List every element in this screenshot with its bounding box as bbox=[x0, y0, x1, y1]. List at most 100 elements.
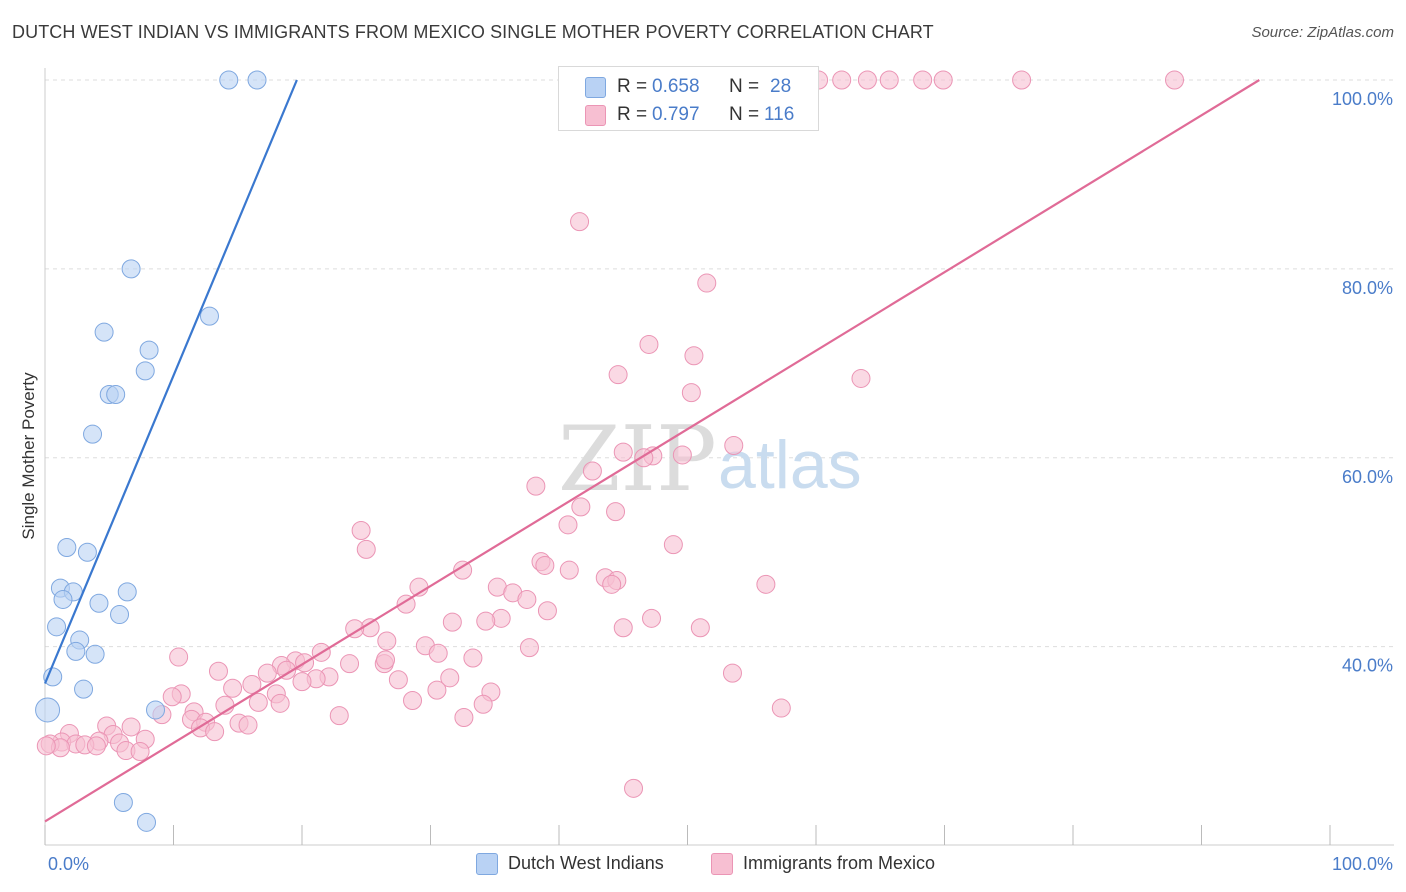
point-immigrants-from-mexico bbox=[205, 722, 225, 742]
trendline-dutch-west-indians bbox=[43, 79, 298, 684]
point-immigrants-from-mexico bbox=[476, 611, 496, 631]
x-tick-label: 0.0% bbox=[48, 854, 89, 874]
point-immigrants-from-mexico bbox=[292, 672, 312, 692]
point-immigrants-from-mexico bbox=[270, 693, 290, 713]
point-immigrants-from-mexico bbox=[570, 212, 590, 232]
point-immigrants-from-mexico bbox=[86, 736, 106, 756]
point-immigrants-from-mexico bbox=[771, 698, 791, 718]
point-dutch-west-indians bbox=[74, 679, 94, 699]
point-dutch-west-indians bbox=[121, 259, 141, 279]
n-label: N = bbox=[729, 76, 760, 97]
point-immigrants-from-mexico bbox=[162, 687, 182, 707]
point-dutch-west-indians bbox=[66, 641, 86, 661]
point-immigrants-from-mexico bbox=[427, 680, 447, 700]
watermark-atlas: atlas bbox=[718, 427, 862, 503]
point-immigrants-from-mexico bbox=[724, 436, 744, 455]
grid-lines bbox=[45, 79, 1394, 648]
point-immigrants-from-mexico bbox=[453, 560, 473, 580]
point-immigrants-from-mexico bbox=[697, 273, 717, 293]
legend-swatch-dutch-west-indians bbox=[476, 853, 498, 875]
point-immigrants-from-mexico bbox=[756, 574, 776, 594]
point-immigrants-from-mexico bbox=[376, 650, 396, 670]
point-immigrants-from-mexico bbox=[517, 589, 537, 609]
x-tick-label: 100.0% bbox=[1332, 854, 1393, 874]
point-dutch-west-indians bbox=[137, 812, 157, 832]
point-immigrants-from-mexico bbox=[248, 692, 268, 712]
r-label: R = bbox=[617, 104, 648, 125]
r-value: 0.797 bbox=[652, 104, 700, 125]
legend-label-immigrants-from-mexico: Immigrants from Mexico bbox=[743, 853, 936, 873]
point-immigrants-from-mexico bbox=[345, 619, 365, 639]
r-value: 0.658 bbox=[652, 76, 700, 97]
point-immigrants-from-mexico bbox=[223, 678, 243, 698]
point-immigrants-from-mexico bbox=[36, 736, 56, 756]
trendlines bbox=[43, 79, 1260, 823]
point-immigrants-from-mexico bbox=[491, 608, 511, 628]
point-immigrants-from-mexico bbox=[663, 535, 683, 555]
point-immigrants-from-mexico bbox=[526, 476, 546, 496]
point-dutch-west-indians bbox=[83, 424, 103, 444]
r-label: R = bbox=[617, 76, 648, 97]
point-immigrants-from-mexico bbox=[208, 661, 228, 681]
n-value: 116 bbox=[764, 104, 795, 125]
point-dutch-west-indians bbox=[219, 70, 239, 90]
point-immigrants-from-mexico bbox=[684, 346, 704, 366]
swatch-dutch-west-indians bbox=[585, 77, 606, 98]
source-label: Source: ZipAtlas.com bbox=[1251, 24, 1394, 41]
point-immigrants-from-mexico bbox=[388, 670, 408, 690]
point-dutch-west-indians bbox=[35, 697, 61, 723]
point-dutch-west-indians bbox=[57, 538, 77, 557]
point-immigrants-from-mexico bbox=[672, 445, 692, 465]
point-immigrants-from-mexico bbox=[832, 70, 852, 90]
point-dutch-west-indians bbox=[89, 593, 109, 613]
point-immigrants-from-mexico bbox=[519, 638, 539, 658]
stats-row-dutch-west-indians: R = 0.658 N = 28 bbox=[559, 73, 818, 101]
point-immigrants-from-mexico bbox=[681, 383, 701, 403]
point-dutch-west-indians bbox=[139, 340, 159, 360]
point-immigrants-from-mexico bbox=[913, 70, 933, 90]
point-dutch-west-indians bbox=[43, 667, 63, 687]
point-immigrants-from-mexico bbox=[428, 643, 448, 663]
n-label: N = bbox=[729, 104, 760, 125]
point-immigrants-from-mexico bbox=[169, 647, 189, 667]
y-tick-label: 60.0% bbox=[1342, 467, 1393, 487]
point-immigrants-from-mexico bbox=[377, 631, 397, 651]
point-dutch-west-indians bbox=[146, 700, 166, 720]
point-immigrants-from-mexico bbox=[879, 70, 899, 90]
point-dutch-west-indians bbox=[247, 70, 267, 90]
point-immigrants-from-mexico bbox=[722, 663, 742, 683]
point-immigrants-from-mexico bbox=[933, 70, 953, 90]
chart-title: DUTCH WEST INDIAN VS IMMIGRANTS FROM MEX… bbox=[12, 22, 934, 42]
point-immigrants-from-mexico bbox=[277, 660, 297, 680]
point-dutch-west-indians bbox=[110, 605, 130, 625]
point-immigrants-from-mexico bbox=[851, 368, 871, 388]
point-dutch-west-indians bbox=[106, 385, 126, 404]
point-immigrants-from-mexico bbox=[639, 334, 659, 354]
point-immigrants-from-mexico bbox=[606, 502, 626, 522]
point-immigrants-from-mexico bbox=[238, 715, 258, 735]
watermark: ZIP atlas bbox=[558, 407, 862, 512]
point-immigrants-from-mexico bbox=[1165, 70, 1185, 90]
data-points bbox=[35, 70, 1185, 832]
point-immigrants-from-mexico bbox=[690, 618, 710, 638]
point-dutch-west-indians bbox=[94, 322, 114, 342]
point-immigrants-from-mexico bbox=[442, 612, 462, 632]
point-immigrants-from-mexico bbox=[351, 521, 371, 540]
point-immigrants-from-mexico bbox=[535, 555, 555, 575]
point-dutch-west-indians bbox=[53, 589, 73, 609]
point-immigrants-from-mexico bbox=[608, 365, 628, 385]
point-immigrants-from-mexico bbox=[1012, 70, 1032, 90]
point-immigrants-from-mexico bbox=[396, 594, 416, 614]
point-immigrants-from-mexico bbox=[857, 70, 877, 90]
point-immigrants-from-mexico bbox=[463, 648, 483, 668]
point-immigrants-from-mexico bbox=[558, 515, 578, 535]
point-immigrants-from-mexico bbox=[624, 778, 644, 798]
point-dutch-west-indians bbox=[199, 306, 219, 326]
point-dutch-west-indians bbox=[135, 361, 155, 381]
point-immigrants-from-mexico bbox=[602, 574, 622, 594]
point-immigrants-from-mexico bbox=[559, 560, 579, 580]
point-immigrants-from-mexico bbox=[329, 706, 349, 726]
point-dutch-west-indians bbox=[77, 542, 97, 562]
swatch-immigrants-from-mexico bbox=[585, 105, 606, 126]
